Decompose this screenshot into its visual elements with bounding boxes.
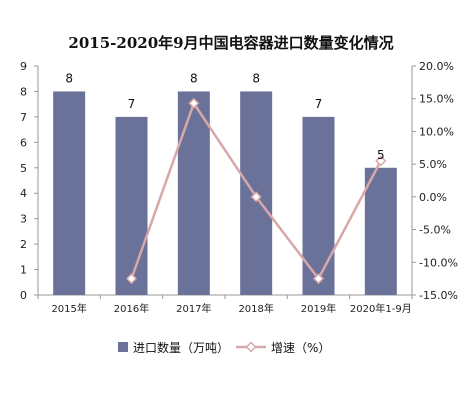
plot-area: 0 1 2 3 4 5 6 7 8 9 -15.0% -10.0% -5.0% 0.0% 5.0% 10.0%… (20, 60, 458, 315)
x-tick-label: 2019年 (301, 302, 336, 315)
legend-label-line: 增速（%） (271, 341, 330, 355)
legend-swatch-bar (118, 342, 128, 352)
bar-data-label: 5 (377, 148, 385, 162)
legend: 进口数量（万吨） 增速（%） (118, 340, 330, 355)
x-tick-label: 2020年1-9月 (350, 302, 412, 315)
y-left-tick-label: 8 (20, 85, 27, 98)
bar (53, 91, 86, 295)
y-right-tick-label: 20.0% (419, 60, 454, 73)
y-left-tick-label: 2 (20, 238, 27, 251)
bar-data-label: 8 (190, 71, 198, 85)
y-left-tick-label: 9 (20, 60, 27, 73)
growth-rate-point (250, 191, 262, 203)
bar (177, 91, 210, 295)
growth-rate-point (188, 97, 200, 109)
bar (115, 116, 148, 295)
y-right-tick-label: -15.0% (419, 289, 458, 302)
y-right-tick-label: 5.0% (419, 158, 447, 171)
y-right-tick-label: 10.0% (419, 125, 454, 138)
growth-rate-point (312, 273, 325, 285)
y-right-tick-label: -5.0% (419, 224, 451, 237)
y-left-tick-label: 4 (20, 187, 27, 200)
bar-data-label: 8 (65, 71, 73, 85)
y-left-tick-label: 0 (20, 289, 27, 302)
y-left-tick-label: 1 (20, 264, 27, 277)
chart-title: 2015-2020年9月中国电容器进口数量变化情况 (68, 34, 393, 52)
y-left-tick-label: 7 (20, 111, 27, 124)
bar (364, 167, 397, 295)
x-tick-label: 2017年 (176, 302, 211, 315)
y-left-tick-label: 3 (20, 213, 27, 226)
growth-rate-point (375, 155, 387, 167)
x-tick-label: 2016年 (114, 302, 149, 315)
y-left-tick-label: 5 (20, 162, 27, 175)
y-right-tick-label: 15.0% (419, 93, 454, 106)
bar-data-label: 7 (315, 97, 323, 111)
y-left-tick-label: 6 (20, 136, 27, 149)
bar-data-label: 8 (252, 71, 260, 85)
legend-swatch-marker (245, 341, 257, 353)
x-tick-label: 2018年 (238, 302, 273, 315)
x-tick-label: 2015年 (51, 302, 86, 315)
y-right-tick-label: 0.0% (419, 191, 447, 204)
y-right-tick-label: -10.0% (419, 256, 458, 269)
legend-label-bar: 进口数量（万吨） (133, 340, 229, 355)
growth-rate-point (125, 273, 138, 285)
bar-data-label: 7 (128, 97, 136, 111)
bar (302, 116, 335, 295)
